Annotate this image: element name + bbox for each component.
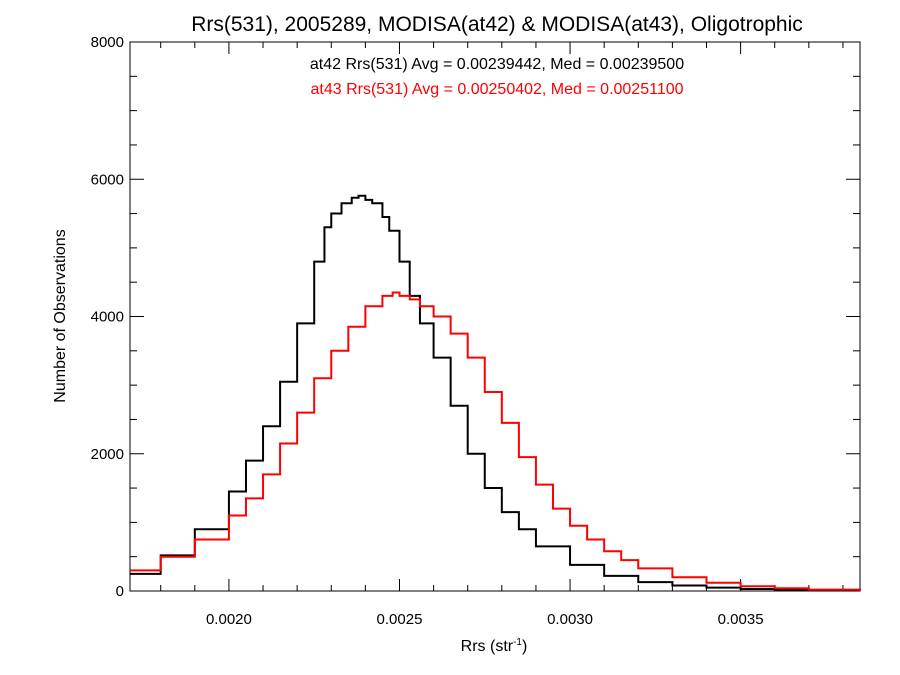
y-tick-label: 2000 [91,446,124,463]
chart-title: Rrs(531), 2005289, MODISA(at42) & MODISA… [191,13,803,36]
x-axis-label: Rrs (str-1) [461,637,528,655]
x-axis-label-superscript: -1 [513,637,522,648]
y-tick-label: 0 [116,583,124,600]
x-axis-label-main: Rrs (str [461,638,514,655]
y-tick-label: 6000 [91,171,124,188]
annotation-at42-stats: at42 Rrs(531) Avg = 0.00239442, Med = 0.… [310,56,684,73]
x-tick-label: 0.0020 [206,611,252,628]
series-lines [130,194,861,591]
y-tick-label: 4000 [91,309,124,326]
annotation-at43-stats: at43 Rrs(531) Avg = 0.00250402, Med = 0.… [310,81,683,98]
x-axis-label-suffix: ) [522,638,527,655]
series-line-at42 [130,194,861,591]
x-tick-label: 0.0025 [377,611,423,628]
axis-ticks: 0.0020 0.0025 0.0030 0.0035 0 2000 4000 6000 800… [91,34,860,628]
y-tick-label: 8000 [91,34,124,51]
series-line-at43 [130,291,861,591]
x-tick-label: 0.0030 [547,611,593,628]
x-tick-label: 0.0035 [718,611,764,628]
y-axis-label: Number of Observations [52,229,69,402]
plot-frame [129,41,861,592]
